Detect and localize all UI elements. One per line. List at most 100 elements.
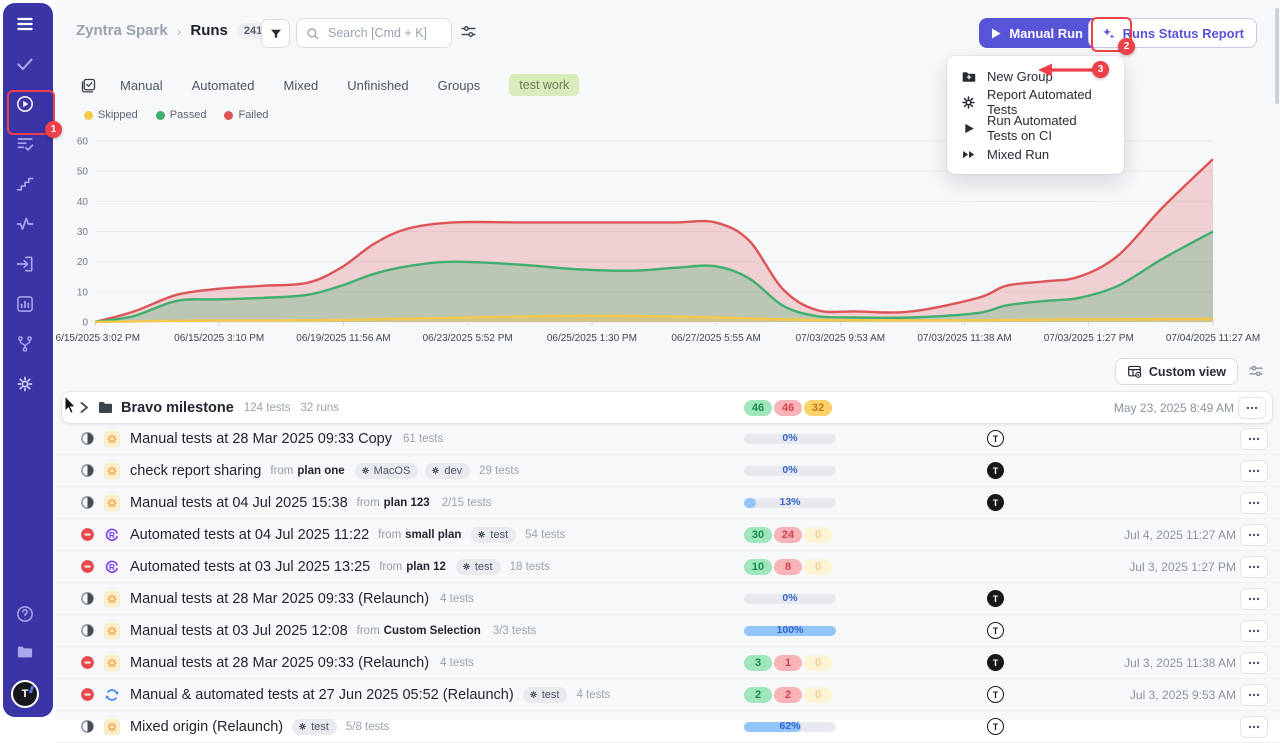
skipped-count-pill: 0: [804, 654, 832, 671]
run-plan-name: small plan: [405, 528, 462, 541]
sidebar-item-folder-icon[interactable]: [13, 642, 37, 666]
double-play-icon: [961, 147, 976, 162]
menu-item-mixed-run[interactable]: Mixed Run: [947, 141, 1124, 167]
result-pills: 10 8 0: [744, 558, 832, 575]
legend-item-skipped[interactable]: Skipped: [84, 109, 138, 121]
run-title: Manual & automated tests at 27 Jun 2025 …: [130, 686, 514, 703]
sidebar-panel: [3, 3, 53, 717]
mixed-run-icon: [104, 687, 120, 703]
legend-item-failed[interactable]: Failed: [224, 109, 268, 121]
sidebar-item-gear-icon[interactable]: [13, 374, 37, 398]
manual-run-icon: [104, 462, 120, 479]
run-tests-count: 54 tests: [525, 528, 566, 541]
help-icon: [15, 604, 35, 629]
sparkles-icon: [1102, 27, 1114, 39]
tab-mixed[interactable]: Mixed: [283, 77, 319, 93]
assignee-avatar[interactable]: T: [987, 654, 1004, 671]
row-actions-button[interactable]: [1240, 427, 1268, 450]
sidebar-item-check-icon[interactable]: [13, 54, 37, 78]
breadcrumb-project[interactable]: Zyntra Spark: [76, 22, 168, 39]
assignee-avatar[interactable]: T: [987, 494, 1004, 511]
sidebar-item-list-check-icon[interactable]: [13, 134, 37, 158]
legend-item-passed[interactable]: Passed: [155, 109, 206, 121]
filter-button[interactable]: [261, 19, 290, 48]
assignee-avatar[interactable]: T: [987, 622, 1004, 639]
sidebar-item-steps-icon[interactable]: [13, 174, 37, 198]
assignee-avatar[interactable]: T: [987, 686, 1004, 703]
sidebar-item-play-circle-icon[interactable]: [13, 94, 37, 118]
funnel-icon: [270, 29, 281, 38]
run-tests-count: 3/3 tests: [492, 624, 537, 637]
run-finish-time: Jul 3, 2025 11:38 AM: [1124, 655, 1236, 670]
row-actions-button[interactable]: [1240, 491, 1268, 514]
assignee-avatar[interactable]: T: [987, 462, 1004, 479]
row-actions-button[interactable]: [1240, 651, 1268, 674]
sidebar-item-activity-icon[interactable]: [13, 214, 37, 238]
row-actions-button[interactable]: [1240, 587, 1268, 610]
config-badge: dev: [425, 462, 471, 479]
row-actions-button[interactable]: [1240, 459, 1268, 482]
select-runs-icon[interactable]: [80, 77, 97, 94]
import-icon: [15, 254, 35, 279]
menu-item-report-automated-tests[interactable]: Report Automated Tests: [947, 87, 1124, 117]
tab-chip-test-work[interactable]: test work: [509, 74, 580, 96]
group-row[interactable]: Bravo milestone 124 tests 32 runs 46 46 32 May…: [62, 392, 1272, 423]
run-row[interactable]: Manual tests at 04 Jul 2025 15:38 from pla…: [56, 487, 1280, 519]
ellipsis-icon: [1248, 725, 1260, 728]
run-row[interactable]: check report sharing from plan one MacOS dev…: [56, 455, 1280, 487]
row-actions-button[interactable]: [1238, 396, 1266, 419]
sidebar-item-branch-icon[interactable]: [13, 334, 37, 358]
status-in-progress-icon: [80, 463, 95, 478]
run-row[interactable]: Mixed origin (Relaunch) test 5/8 tests 62% T: [56, 711, 1280, 743]
ellipsis-icon: [1246, 406, 1258, 409]
table-settings-icon[interactable]: [1248, 363, 1264, 384]
assignee-avatar[interactable]: T: [987, 718, 1004, 735]
row-actions-button[interactable]: [1240, 683, 1268, 706]
run-title: Automated tests at 03 Jul 2025 13:25: [130, 558, 371, 575]
avatar-accent: [28, 686, 35, 693]
assignee-avatar[interactable]: T: [987, 430, 1004, 447]
menu-item-run-automated-tests-on-ci[interactable]: Run Automated Tests on CI: [947, 113, 1124, 143]
ellipsis-icon: [1248, 437, 1260, 440]
run-row[interactable]: Manual tests at 28 Mar 2025 09:33 Copy 61…: [56, 423, 1280, 455]
run-row[interactable]: Manual tests at 28 Mar 2025 09:33 (Relau…: [56, 583, 1280, 615]
run-row[interactable]: Manual & automated tests at 27 Jun 2025 …: [56, 679, 1280, 711]
menu-item-new-group[interactable]: New Group: [947, 63, 1124, 89]
row-actions-button[interactable]: [1240, 555, 1268, 578]
sidebar-item-menu-icon[interactable]: [13, 14, 37, 38]
run-row[interactable]: Manual tests at 03 Jul 2025 12:08 from Cus…: [56, 615, 1280, 647]
sidebar-item-bar-chart-icon[interactable]: [13, 294, 37, 318]
menu-item-label: Run Automated Tests on CI: [987, 113, 1077, 143]
menu-item-label: New Group: [987, 68, 1053, 84]
row-actions-button[interactable]: [1240, 619, 1268, 642]
custom-view-button[interactable]: Custom view: [1114, 358, 1238, 385]
header: Zyntra Spark › Runs 241 Manual Run Runs …: [56, 0, 1280, 66]
assignee-avatar[interactable]: T: [987, 590, 1004, 607]
row-actions-button[interactable]: [1240, 523, 1268, 546]
svg-text:20: 20: [77, 257, 89, 268]
chevron-right-icon[interactable]: [80, 402, 89, 413]
sidebar-item-import-icon[interactable]: [13, 254, 37, 278]
scrollbar-thumb[interactable]: [1275, 8, 1279, 104]
failed-count-pill: 24: [774, 526, 802, 543]
tab-unfinished[interactable]: Unfinished: [347, 77, 409, 93]
gear-icon: [462, 562, 470, 571]
search-input[interactable]: [326, 25, 440, 41]
run-row[interactable]: Manual tests at 28 Mar 2025 09:33 (Relau…: [56, 647, 1280, 679]
run-row[interactable]: R Automated tests at 04 Jul 2025 11:22 fro…: [56, 519, 1280, 551]
tab-automated[interactable]: Automated: [191, 77, 255, 93]
runs-status-report-button[interactable]: Runs Status Report: [1087, 18, 1257, 48]
search-settings-icon[interactable]: [460, 23, 477, 45]
tab-groups[interactable]: Groups: [437, 77, 481, 93]
sidebar-item-help-icon[interactable]: [13, 604, 37, 628]
run-row[interactable]: R Automated tests at 03 Jul 2025 13:25 fro…: [56, 551, 1280, 583]
run-plan-name: plan 123: [383, 496, 430, 509]
gear-burst-icon: [961, 95, 976, 110]
manual-run-dropdown-menu: New Group Report Automated Tests Run Autom…: [947, 56, 1124, 174]
tab-list: Manual Automated Mixed Unfinished Groups: [120, 78, 480, 93]
runs-table: Bravo milestone 124 tests 32 runs 46 46 32 May…: [56, 392, 1280, 743]
tab-manual[interactable]: Manual: [120, 77, 163, 93]
row-actions-button[interactable]: [1240, 715, 1268, 738]
user-avatar[interactable]: T: [11, 680, 39, 708]
manual-run-button[interactable]: Manual Run: [979, 18, 1095, 48]
